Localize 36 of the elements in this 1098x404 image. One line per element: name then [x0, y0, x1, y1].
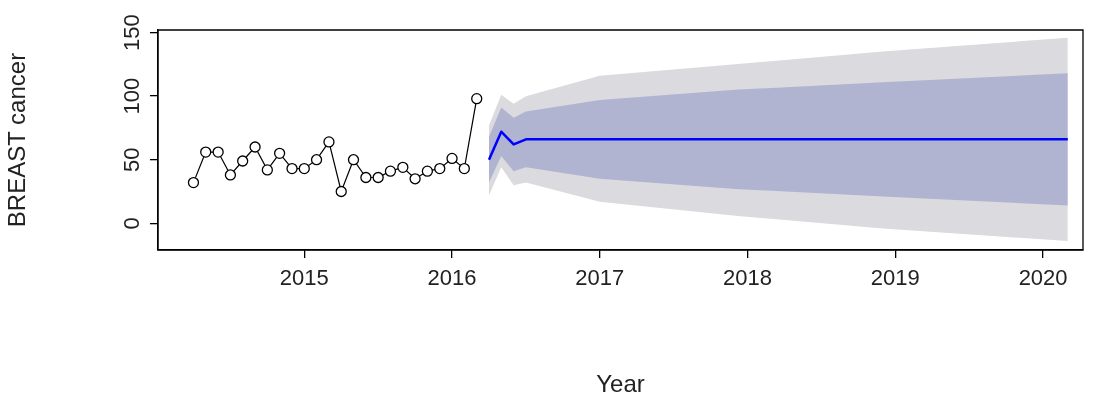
point	[421, 165, 434, 177]
point	[310, 154, 323, 166]
x-tick-label: 2017	[575, 265, 625, 291]
point	[224, 169, 237, 181]
point	[323, 136, 335, 148]
point	[458, 162, 470, 175]
point	[286, 162, 298, 175]
x-tick-label: 2019	[870, 265, 920, 291]
x-tick-label: 2015	[279, 265, 329, 291]
point	[397, 161, 409, 173]
y-tick-label: 0	[119, 217, 145, 230]
y-tick-label: 100	[119, 77, 145, 115]
x-tick-label: 2016	[427, 265, 477, 291]
point	[372, 171, 384, 184]
point	[360, 171, 372, 184]
point	[298, 162, 310, 175]
point	[434, 162, 446, 175]
point	[261, 164, 273, 176]
point	[212, 146, 224, 158]
y-axis-title: BREAST cancer	[3, 52, 31, 228]
point	[249, 141, 261, 153]
x-tick-label: 2018	[723, 265, 773, 291]
x-tick-label: 2020	[1018, 265, 1068, 291]
y-tick-label: 150	[119, 14, 145, 51]
point	[384, 165, 397, 177]
point	[237, 155, 249, 167]
point	[273, 147, 286, 159]
point	[187, 176, 200, 189]
point	[446, 152, 458, 165]
point	[335, 185, 347, 198]
point	[409, 173, 421, 185]
point	[200, 146, 212, 158]
point	[471, 93, 483, 105]
y-tick-label: 50	[119, 147, 145, 172]
x-axis-title: Year	[596, 370, 645, 398]
point	[347, 154, 360, 166]
